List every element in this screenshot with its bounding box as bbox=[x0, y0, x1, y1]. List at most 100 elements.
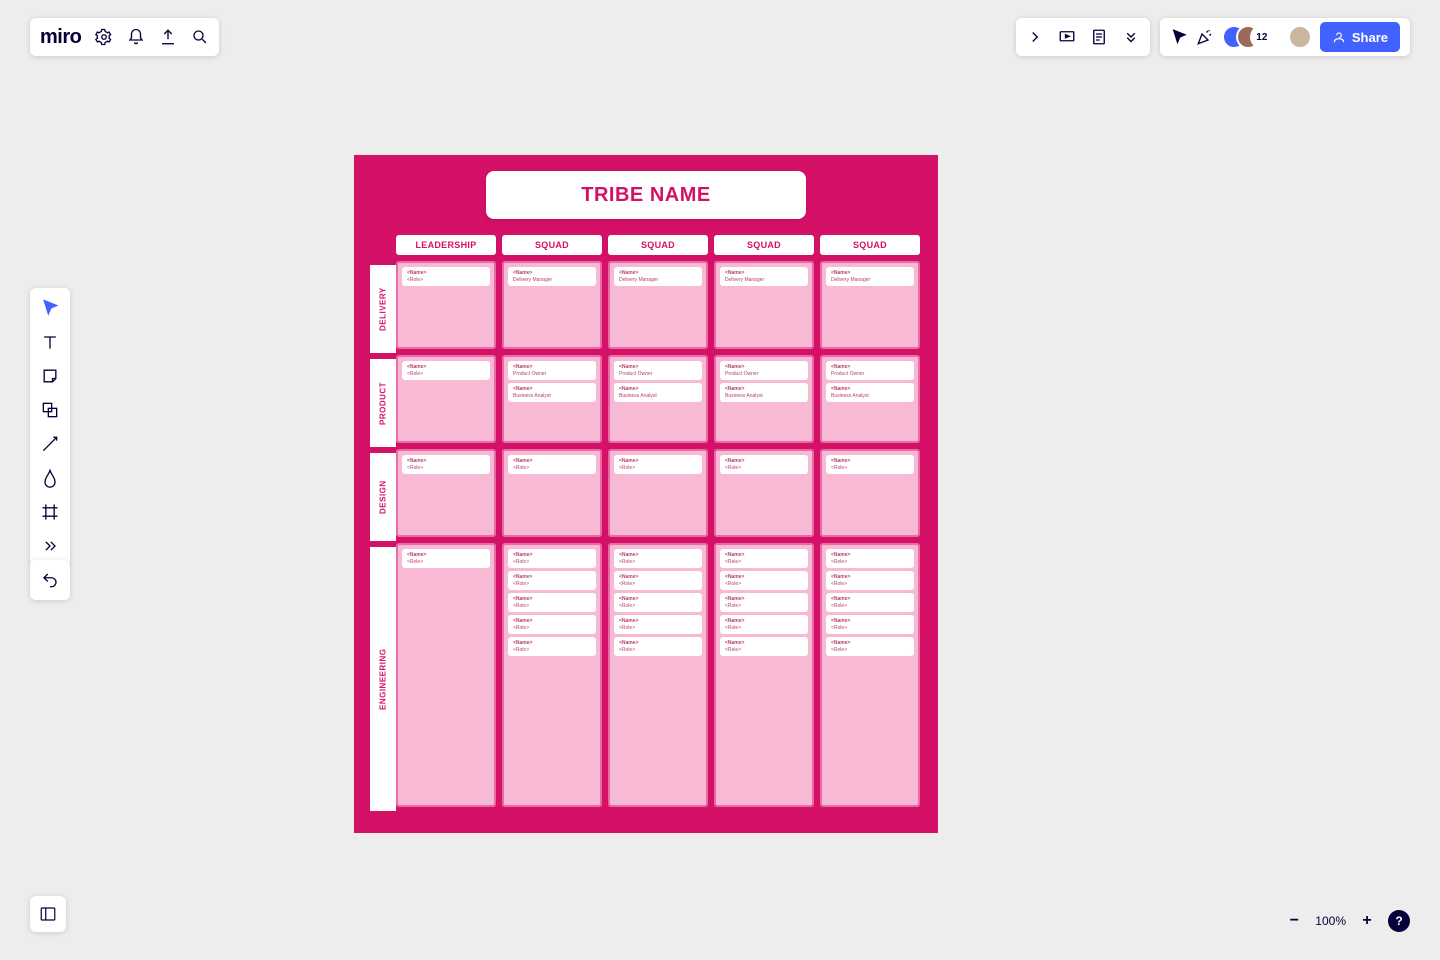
zoom-level[interactable]: 100% bbox=[1315, 914, 1346, 928]
sticky-tool-icon[interactable] bbox=[40, 366, 60, 386]
share-button[interactable]: Share bbox=[1320, 22, 1400, 52]
role-card[interactable]: <Name>Product Owner bbox=[826, 361, 914, 380]
role-card[interactable]: <Name><Role> bbox=[826, 593, 914, 612]
undo-button[interactable] bbox=[30, 560, 70, 600]
cursor-icon[interactable] bbox=[1170, 28, 1188, 46]
shape-tool-icon[interactable] bbox=[40, 400, 60, 420]
role-card[interactable]: <Name><Role> bbox=[826, 571, 914, 590]
confetti-icon[interactable] bbox=[1196, 28, 1214, 46]
role-card[interactable]: <Name><Role> bbox=[508, 637, 596, 656]
column-header[interactable]: LEADERSHIP bbox=[396, 235, 496, 255]
select-tool-icon[interactable] bbox=[40, 298, 60, 318]
frame-tool-icon[interactable] bbox=[40, 502, 60, 522]
role-card[interactable]: <Name><Role> bbox=[508, 549, 596, 568]
role-card[interactable]: <Name><Role> bbox=[720, 637, 808, 656]
cell[interactable]: <Name><Role> <Name><Role> <Name><Role> <Nam… bbox=[820, 543, 920, 807]
notes-icon[interactable] bbox=[1090, 28, 1108, 46]
zoom-in-button[interactable]: + bbox=[1356, 910, 1378, 932]
role-card[interactable]: <Name>Business Analyst bbox=[826, 383, 914, 402]
column-header[interactable]: SQUAD bbox=[714, 235, 814, 255]
cell[interactable]: <Name><Role> bbox=[608, 449, 708, 537]
cell[interactable]: <Name>Delivery Manager bbox=[608, 261, 708, 349]
cell[interactable]: <Name>Product Owner <Name>Business Analys… bbox=[820, 355, 920, 443]
cell[interactable]: <Name><Role> <Name><Role> <Name><Role> <Nam… bbox=[714, 543, 814, 807]
cell[interactable]: <Name><Role> bbox=[396, 543, 496, 807]
role-card[interactable]: <Name>Product Owner bbox=[508, 361, 596, 380]
cell[interactable]: <Name>Product Owner <Name>Business Analys… bbox=[608, 355, 708, 443]
cell[interactable]: <Name>Delivery Manager bbox=[502, 261, 602, 349]
role-card[interactable]: <Name><Role> bbox=[402, 361, 490, 380]
zoom-out-button[interactable]: − bbox=[1283, 910, 1305, 932]
role-card[interactable]: <Name><Role> bbox=[720, 571, 808, 590]
present-icon[interactable] bbox=[1058, 28, 1076, 46]
role-card[interactable]: <Name>Product Owner bbox=[614, 361, 702, 380]
cell[interactable]: <Name><Role> bbox=[396, 261, 496, 349]
role-card[interactable]: <Name><Role> bbox=[614, 455, 702, 474]
role-card[interactable]: <Name><Role> bbox=[614, 637, 702, 656]
role-card[interactable]: <Name><Role> bbox=[720, 615, 808, 634]
avatar-stack[interactable]: 12 bbox=[1222, 25, 1274, 49]
role-card[interactable]: <Name><Role> bbox=[614, 549, 702, 568]
role-card[interactable]: <Name><Role> bbox=[720, 455, 808, 474]
cell[interactable]: <Name><Role> bbox=[502, 449, 602, 537]
cell[interactable]: <Name><Role> <Name><Role> <Name><Role> <Nam… bbox=[608, 543, 708, 807]
cell[interactable]: <Name><Role> bbox=[396, 449, 496, 537]
role-card[interactable]: <Name><Role> bbox=[402, 455, 490, 474]
cell[interactable]: <Name><Role> bbox=[396, 355, 496, 443]
avatar-overflow[interactable]: 12 bbox=[1250, 25, 1274, 49]
pen-tool-icon[interactable] bbox=[40, 468, 60, 488]
row-label[interactable]: DESIGN bbox=[370, 453, 396, 541]
role-card[interactable]: <Name>Delivery Manager bbox=[614, 267, 702, 286]
column-header[interactable]: SQUAD bbox=[608, 235, 708, 255]
bell-icon[interactable] bbox=[127, 28, 145, 46]
role-card[interactable]: <Name><Role> bbox=[614, 593, 702, 612]
role-card[interactable]: <Name>Delivery Manager bbox=[508, 267, 596, 286]
role-card[interactable]: <Name><Role> bbox=[826, 549, 914, 568]
role-card[interactable]: <Name><Role> bbox=[508, 593, 596, 612]
search-icon[interactable] bbox=[191, 28, 209, 46]
role-card[interactable]: <Name><Role> bbox=[614, 615, 702, 634]
more-tools-icon[interactable] bbox=[40, 536, 60, 556]
cell[interactable]: <Name><Role> bbox=[820, 449, 920, 537]
row-label[interactable]: PRODUCT bbox=[370, 359, 396, 447]
role-card[interactable]: <Name><Role> bbox=[508, 615, 596, 634]
chevrons-down-icon[interactable] bbox=[1122, 28, 1140, 46]
chevron-right-icon[interactable] bbox=[1026, 28, 1044, 46]
help-button[interactable]: ? bbox=[1388, 910, 1410, 932]
role-card[interactable]: <Name><Role> bbox=[508, 571, 596, 590]
cell[interactable]: <Name><Role> bbox=[714, 449, 814, 537]
role-card[interactable]: <Name><Role> bbox=[720, 593, 808, 612]
role-card[interactable]: <Name><Role> bbox=[402, 549, 490, 568]
avatar-self[interactable] bbox=[1288, 25, 1312, 49]
role-card[interactable]: <Name>Business Analyst bbox=[508, 383, 596, 402]
cell[interactable]: <Name>Product Owner <Name>Business Analys… bbox=[714, 355, 814, 443]
role-card[interactable]: <Name><Role> bbox=[826, 615, 914, 634]
board-canvas[interactable]: TRIBE NAME DELIVERY PRODUCT DESIGN ENGINEER… bbox=[354, 155, 938, 833]
column-header[interactable]: SQUAD bbox=[820, 235, 920, 255]
panel-toggle[interactable] bbox=[30, 896, 66, 932]
gear-icon[interactable] bbox=[95, 28, 113, 46]
row-label[interactable]: DELIVERY bbox=[370, 265, 396, 353]
cell[interactable]: <Name>Product Owner <Name>Business Analys… bbox=[502, 355, 602, 443]
role-card[interactable]: <Name>Product Owner bbox=[720, 361, 808, 380]
cell[interactable]: <Name><Role> <Name><Role> <Name><Role> <Nam… bbox=[502, 543, 602, 807]
role-card[interactable]: <Name>Delivery Manager bbox=[720, 267, 808, 286]
text-tool-icon[interactable] bbox=[40, 332, 60, 352]
cell[interactable]: <Name>Delivery Manager bbox=[820, 261, 920, 349]
row-label[interactable]: ENGINEERING bbox=[370, 547, 396, 811]
column-header[interactable]: SQUAD bbox=[502, 235, 602, 255]
role-card[interactable]: <Name><Role> bbox=[614, 571, 702, 590]
line-tool-icon[interactable] bbox=[40, 434, 60, 454]
miro-logo[interactable]: miro bbox=[40, 26, 81, 49]
upload-icon[interactable] bbox=[159, 28, 177, 46]
cell[interactable]: <Name>Delivery Manager bbox=[714, 261, 814, 349]
role-card[interactable]: <Name><Role> bbox=[508, 455, 596, 474]
role-card[interactable]: <Name>Business Analyst bbox=[614, 383, 702, 402]
role-card[interactable]: <Name><Role> bbox=[826, 455, 914, 474]
role-card[interactable]: <Name><Role> bbox=[402, 267, 490, 286]
role-card[interactable]: <Name>Business Analyst bbox=[720, 383, 808, 402]
role-card[interactable]: <Name><Role> bbox=[826, 637, 914, 656]
board-title[interactable]: TRIBE NAME bbox=[486, 171, 806, 219]
role-card[interactable]: <Name>Delivery Manager bbox=[826, 267, 914, 286]
role-card[interactable]: <Name><Role> bbox=[720, 549, 808, 568]
